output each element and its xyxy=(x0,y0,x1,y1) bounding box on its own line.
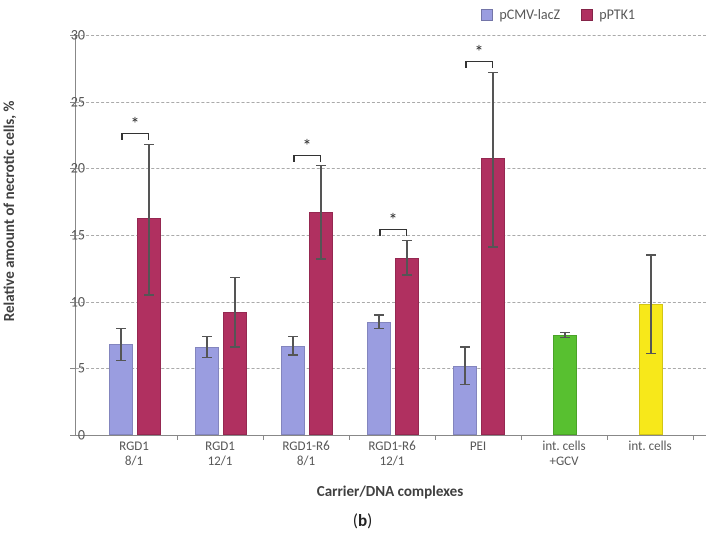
y-axis-label: Relative amount of necrotic cells, % xyxy=(1,101,19,322)
error-bar xyxy=(292,336,294,355)
ytick-mark xyxy=(70,102,75,103)
error-bar xyxy=(406,240,408,275)
error-bar xyxy=(378,315,380,328)
bar xyxy=(553,335,577,435)
xtick-label: PEI xyxy=(433,440,523,455)
error-bar xyxy=(464,347,466,384)
ytick-mark xyxy=(70,235,75,236)
error-cap xyxy=(288,336,298,338)
error-cap xyxy=(402,240,412,242)
gridline xyxy=(76,102,706,103)
error-cap xyxy=(374,314,384,316)
significance-star: * xyxy=(131,115,140,133)
xtick-label: RGD112/1 xyxy=(175,440,265,470)
error-cap xyxy=(560,337,570,339)
error-cap xyxy=(230,346,240,348)
ytick-mark xyxy=(70,168,75,169)
bar xyxy=(195,347,219,435)
xtick-label: RGD1-R68/1 xyxy=(261,440,351,470)
error-cap xyxy=(402,274,412,276)
error-cap xyxy=(230,277,240,279)
legend-item-2: pPTK1 xyxy=(581,6,635,23)
xtick-label: int. cells+GCV xyxy=(519,440,609,470)
gridline xyxy=(76,368,706,369)
error-cap xyxy=(646,353,656,355)
ytick-mark xyxy=(70,368,75,369)
error-bar xyxy=(120,328,122,360)
error-bar xyxy=(320,166,322,259)
ytick-mark xyxy=(70,35,75,36)
legend-swatch-2 xyxy=(581,9,593,21)
error-cap xyxy=(116,328,126,330)
error-cap xyxy=(374,328,384,330)
significance-star: * xyxy=(303,137,312,155)
gridline xyxy=(76,35,706,36)
legend-label-2: pPTK1 xyxy=(599,6,635,23)
legend-label-1: pCMV-lacZ xyxy=(499,6,560,23)
error-bar xyxy=(492,72,494,247)
error-cap xyxy=(488,246,498,248)
error-cap xyxy=(460,384,470,386)
ytick-mark xyxy=(70,435,75,436)
error-cap xyxy=(316,258,326,260)
gridline xyxy=(76,302,706,303)
legend-swatch-1 xyxy=(481,9,493,21)
error-bar xyxy=(650,255,652,354)
ytick-mark xyxy=(70,302,75,303)
legend: pCMV-lacZ pPTK1 xyxy=(463,6,635,25)
error-cap xyxy=(202,336,212,338)
significance-star: * xyxy=(389,211,398,229)
error-cap xyxy=(560,332,570,334)
gridline xyxy=(76,235,706,236)
legend-item-1: pCMV-lacZ xyxy=(481,6,560,23)
bar xyxy=(367,322,391,435)
plot-area: * * * * xyxy=(75,35,706,436)
error-cap xyxy=(144,294,154,296)
significance-star: * xyxy=(475,43,484,61)
error-cap xyxy=(316,165,326,167)
xtick-label: RGD18/1 xyxy=(89,440,179,470)
xtick-label: RGD1-R612/1 xyxy=(347,440,437,470)
gridline xyxy=(76,168,706,169)
error-cap xyxy=(144,144,154,146)
error-cap xyxy=(460,346,470,348)
error-cap xyxy=(488,72,498,74)
x-axis-label: Carrier/DNA complexes xyxy=(75,483,705,501)
bar xyxy=(281,346,305,435)
chart-container: pCMV-lacZ pPTK1 Relative amount of necro… xyxy=(0,0,725,539)
error-bar xyxy=(234,278,236,347)
error-bar xyxy=(148,144,150,295)
bar xyxy=(395,258,419,435)
error-cap xyxy=(202,357,212,359)
xtick-label: int. cells xyxy=(605,440,695,455)
error-cap xyxy=(646,254,656,256)
error-cap xyxy=(116,360,126,362)
error-bar xyxy=(206,336,208,357)
sub-caption: (b) xyxy=(0,510,725,531)
error-cap xyxy=(288,354,298,356)
